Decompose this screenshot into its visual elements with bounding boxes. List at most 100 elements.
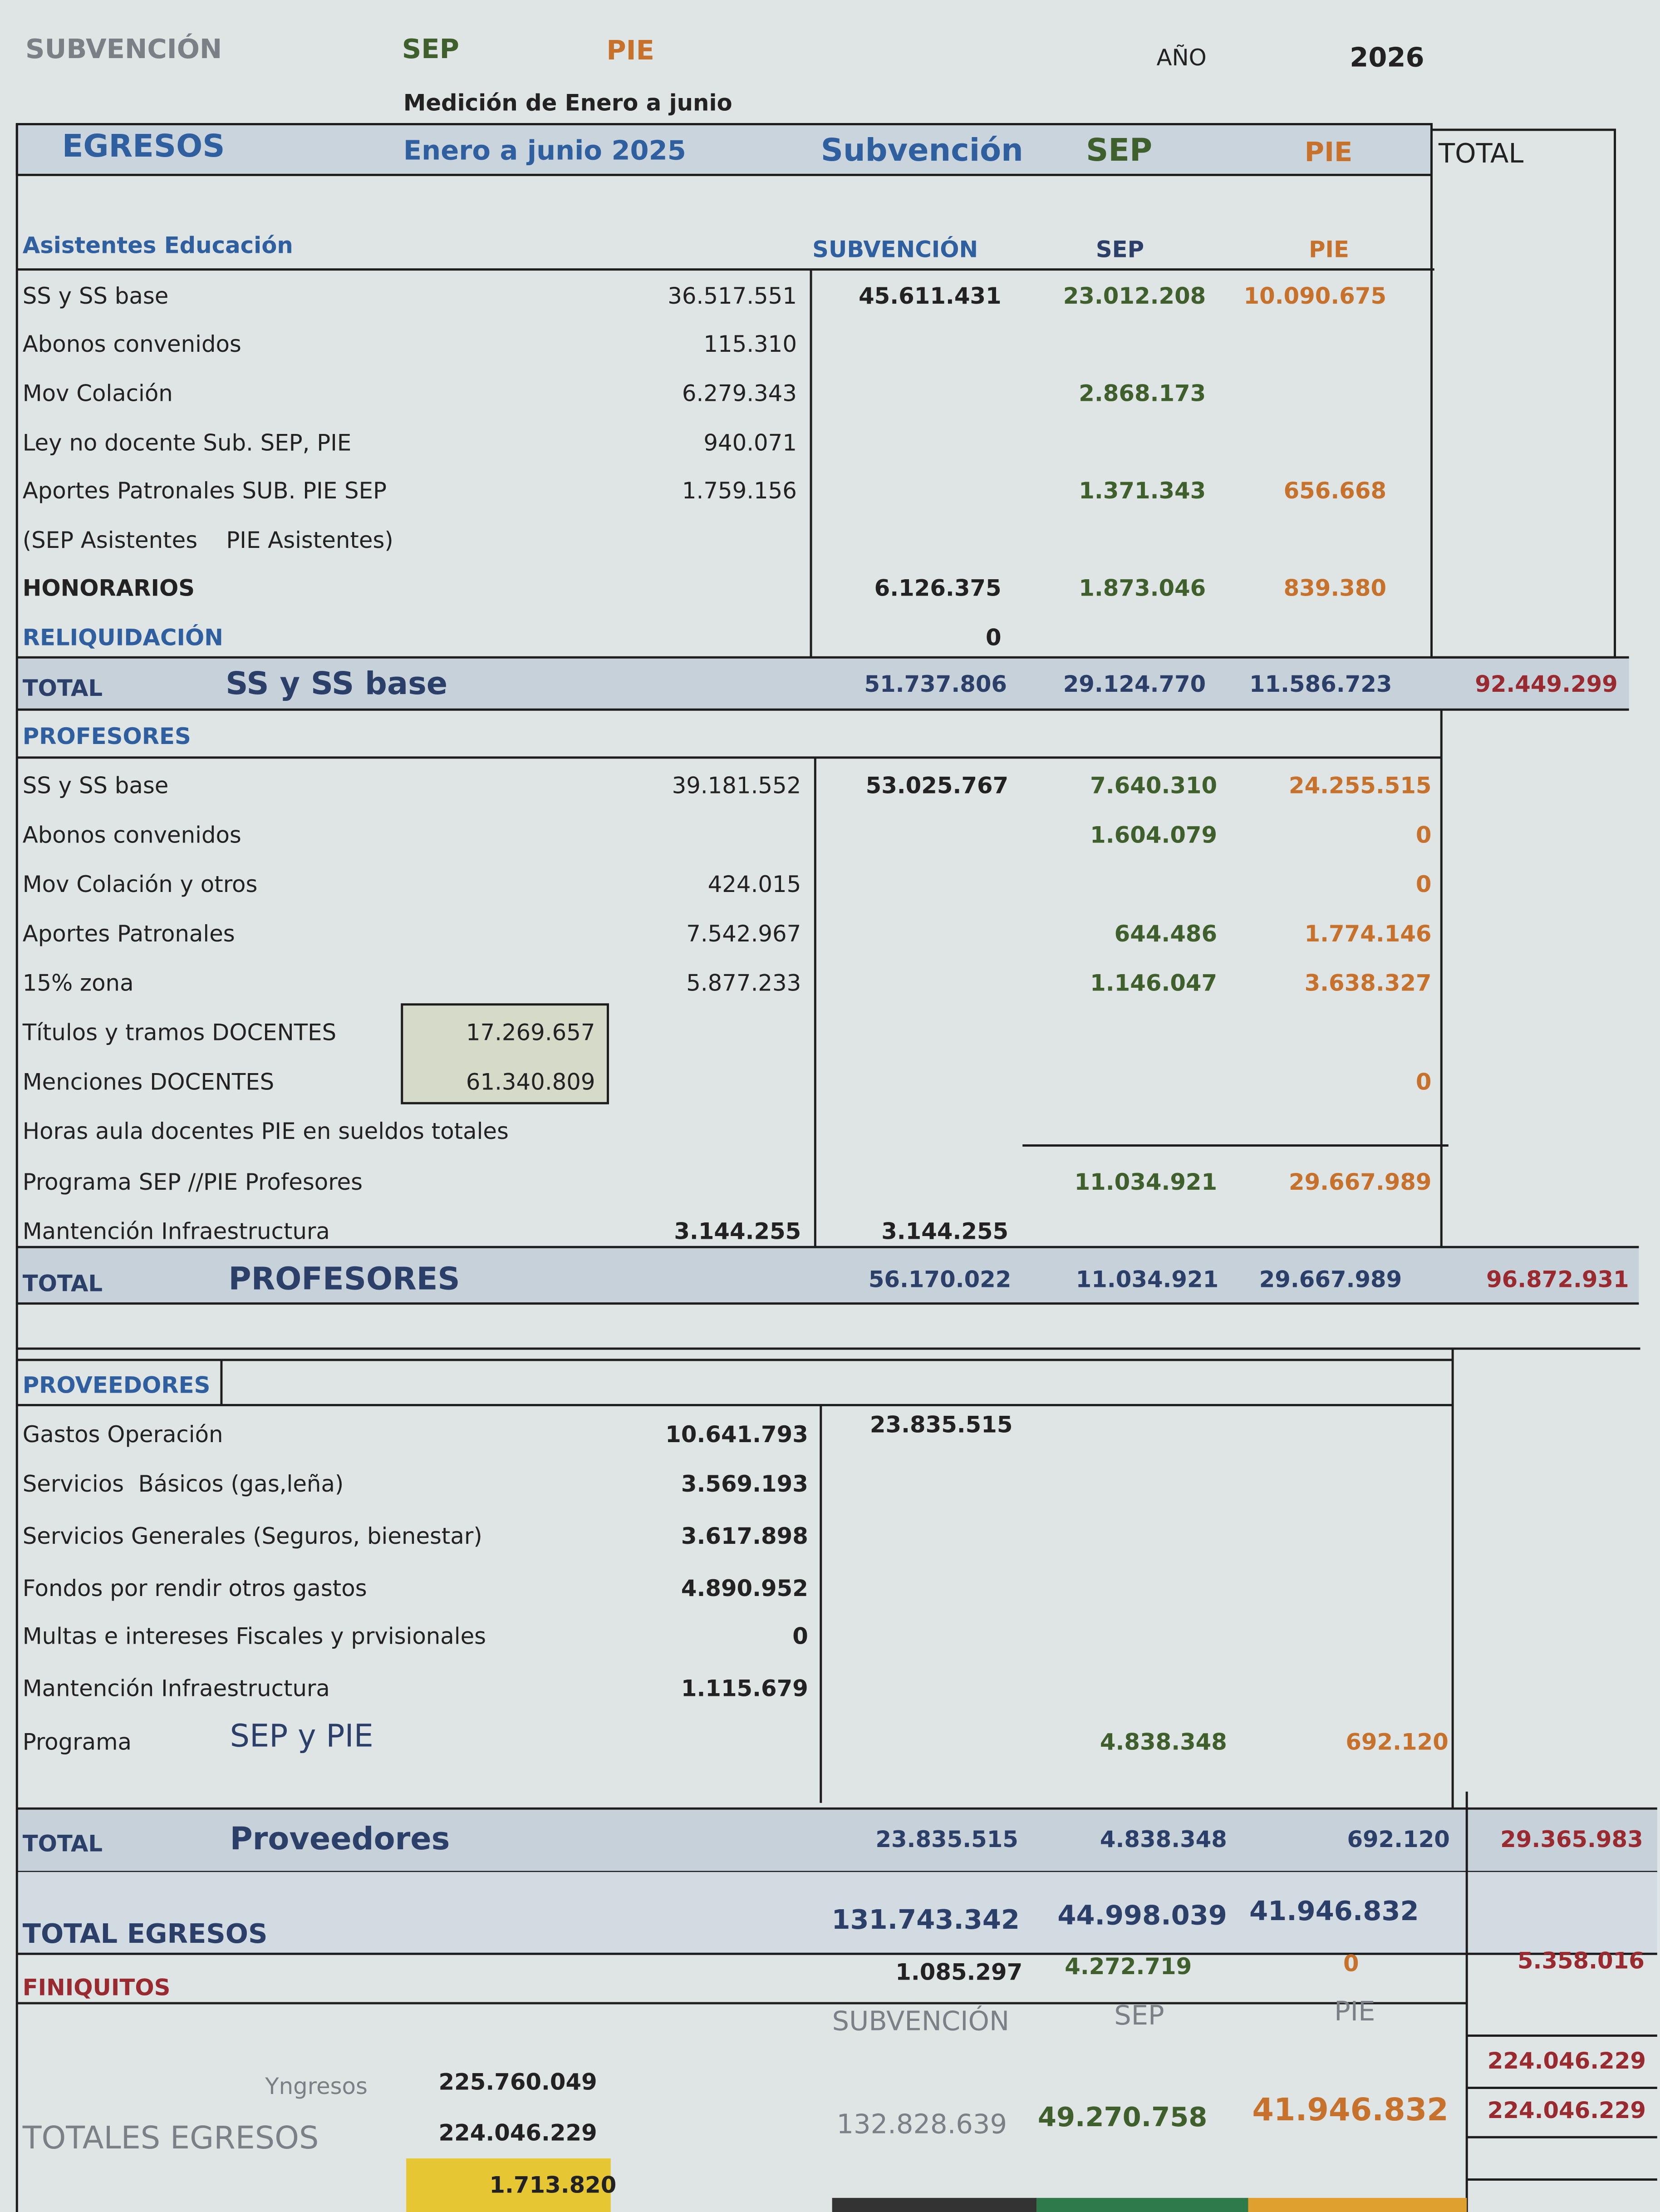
row-label: Gastos Operación [23,1421,223,1448]
cell-box: 61.340.809 [466,1069,595,1095]
row-label: Servicios Básicos (gas,leña) [23,1471,344,1497]
cell-base: 4.890.952 [681,1575,808,1601]
finiquitos-pie: 0 [1343,1951,1359,1977]
cell-pie: 3.638.327 [1305,970,1432,996]
summary-subvencion: 132.828.639 [836,2109,1007,2140]
finiquitos-sep: 4.272.719 [1065,1953,1192,1980]
cell-base: 3.617.898 [681,1523,808,1549]
cell-base: 1.759.156 [682,478,797,504]
cell-subvencion: 53.025.767 [866,773,1009,799]
column-header: Enero a junio 2025 [403,135,686,166]
summary-label: TOTALES EGRESOS [22,2120,319,2156]
cell-sep: 11.034.921 [1075,1169,1218,1195]
section-title: Asistentes Educación [23,232,293,258]
cell-base: 10.641.793 [665,1421,808,1448]
cell-sep: 1.371.343 [1079,478,1206,504]
cell-sep: 644.486 [1115,921,1217,947]
cell-pie: 0 [1416,822,1432,848]
cell-base: 5.877.233 [686,970,801,996]
cell-base: 424.015 [708,871,801,897]
row-label: Programa SEP //PIE Profesores [23,1169,363,1195]
row-label: 15% zona [23,970,134,996]
total-sep: 29.124.770 [1063,671,1206,697]
cell-sep: 7.640.310 [1090,773,1217,799]
total-subvencion: 51.737.806 [864,671,1007,697]
total-name: Proveedores [230,1821,450,1857]
column-header: Subvención [821,133,1023,168]
row-label: Servicios Generales (Seguros, bienestar) [23,1523,482,1549]
total-pie: 11.586.723 [1249,671,1392,697]
cell-base: 39.181.552 [672,773,801,799]
row-label: Aportes Patronales SUB. PIE SEP [23,478,387,504]
cell-pie: 1.774.146 [1305,921,1432,947]
row-label: Menciones DOCENTES [23,1069,274,1095]
row-label: Multas e intereses Fiscales y prvisional… [23,1623,486,1650]
column-header: SEP [1086,133,1152,168]
row-label: HONORARIOS [23,575,195,601]
total-name: SS y SS base [226,666,447,702]
cell-pie: 24.255.515 [1289,773,1432,799]
cell-base: 0 [792,1623,808,1650]
cell-base: 6.279.343 [682,380,797,407]
finiquitos-label: FINIQUITOS [23,1974,171,2000]
total-label: TOTAL [23,1271,103,1297]
total-label: TOTAL [23,675,103,701]
row-label: RELIQUIDACIÓN [23,624,223,650]
cell-subvencion: 6.126.375 [874,575,1002,601]
cell-subvencion: 3.144.255 [881,1218,1008,1245]
total-subvencion: 56.170.022 [869,1266,1012,1292]
cell-pie: 0 [1416,1069,1432,1095]
cell-pie: 839.380 [1284,575,1386,601]
cell-base: 115.310 [703,331,797,357]
cell-base: 3.569.193 [681,1471,808,1497]
total-label: TOTAL EGRESOS [23,1918,268,1949]
summary-total: 224.046.229 [1488,2097,1646,2123]
summary-header: PIE [1334,1995,1375,2027]
row-label: Mantención Infraestructura [23,1675,330,1702]
cell-pie: 692.120 [1346,1729,1448,1755]
cell-base: 3.144.255 [674,1218,801,1245]
finiquitos-subvencion: 1.085.297 [895,1959,1022,1985]
row-label: Mantención Infraestructura [23,1218,330,1245]
column-header: SEP [1096,236,1144,263]
header-label: SUBVENCIÓN [25,33,222,64]
cell-sep: 1.873.046 [1079,575,1206,601]
column-header: SUBVENCIÓN [812,236,978,263]
total-total: 96.872.931 [1486,1266,1629,1292]
column-header: PIE [1309,236,1349,263]
total-sep: 4.838.348 [1100,1826,1227,1852]
cell-base: 7.542.967 [686,921,801,947]
row-label: (SEP Asistentes PIE Asistentes) [23,527,393,553]
total-total: 29.365.983 [1500,1826,1643,1852]
row-label: Títulos y tramos DOCENTES [22,1020,336,1046]
column-header: EGRESOS [62,128,225,164]
cell-box: 17.269.657 [466,1020,595,1046]
total-pie: 29.667.989 [1259,1266,1402,1292]
total-subvencion: 23.835.515 [875,1826,1018,1852]
cell-base: 36.517.551 [668,283,797,309]
cell-base: 1.115.679 [681,1675,808,1702]
total-sep: 44.998.039 [1057,1900,1227,1931]
row-label: Fondos por rendir otros gastos [23,1575,367,1601]
cell-pie: 10.090.675 [1244,283,1387,309]
header-subtitle: Medición de Enero a junio [403,89,732,116]
summary-label: Yngresos [265,2073,368,2099]
cell-base: 940.071 [703,429,797,456]
row-label: Abonos convenidos [23,822,241,848]
total-subvencion: 131.743.342 [831,1904,1020,1935]
header-year: 2026 [1350,42,1424,73]
total-sep: 11.034.921 [1076,1266,1219,1292]
column-header: PIE [1305,136,1353,168]
summary-pie: 41.946.832 [1252,2092,1448,2128]
summary-total: 224.046.229 [1488,2048,1646,2074]
row-label: Abonos convenidos [23,331,241,357]
row-label: Mov Colación y otros [23,871,258,897]
cell-sep: 4.838.348 [1100,1729,1227,1755]
cell-subvencion: 0 [986,624,1002,650]
section-title: PROVEEDORES [23,1372,211,1398]
cell-sep: 1.604.079 [1090,822,1217,848]
header-label: PIE [606,34,654,66]
row-label: Ley no docente Sub. SEP, PIE [23,429,352,456]
section-title: PROFESORES [23,723,191,749]
